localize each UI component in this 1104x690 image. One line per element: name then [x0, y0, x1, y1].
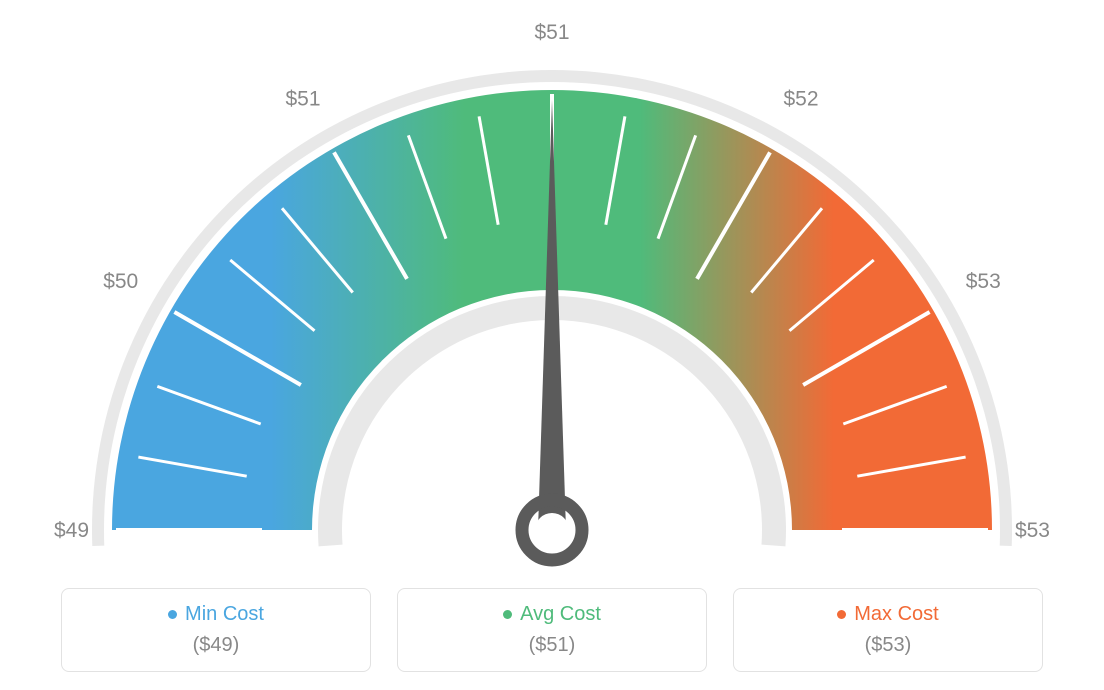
legend-dot-avg [503, 610, 512, 619]
gauge-axis-label: $52 [783, 88, 818, 111]
legend-value-min: ($49) [62, 634, 370, 657]
legend-card-avg: Avg Cost ($51) [397, 588, 707, 672]
legend-dot-min [168, 610, 177, 619]
gauge-axis-label: $53 [1015, 519, 1050, 542]
gauge-svg: $49 $50 $51 $51 $52 $53 $53 [0, 10, 1104, 570]
gauge-axis-label: $51 [285, 88, 320, 111]
legend-title-min: Min Cost [62, 603, 370, 626]
gauge-axis-label: $51 [534, 21, 569, 44]
legend-label-avg: Avg Cost [520, 603, 601, 626]
gauge-axis-label: $53 [966, 270, 1001, 293]
gauge-axis-label: $50 [103, 270, 138, 293]
legend-label-min: Min Cost [185, 603, 264, 626]
legend-title-max: Max Cost [734, 603, 1042, 626]
legend-dot-max [837, 610, 846, 619]
legend-value-max: ($53) [734, 634, 1042, 657]
cost-gauge: $49 $50 $51 $51 $52 $53 $53 [0, 10, 1104, 570]
legend-label-max: Max Cost [854, 603, 938, 626]
legend-value-avg: ($51) [398, 634, 706, 657]
gauge-hub-inner [535, 513, 569, 547]
legend-card-min: Min Cost ($49) [61, 588, 371, 672]
legend-row: Min Cost ($49) Avg Cost ($51) Max Cost (… [0, 588, 1104, 672]
gauge-axis-label: $49 [54, 519, 89, 542]
legend-title-avg: Avg Cost [398, 603, 706, 626]
legend-card-max: Max Cost ($53) [733, 588, 1043, 672]
